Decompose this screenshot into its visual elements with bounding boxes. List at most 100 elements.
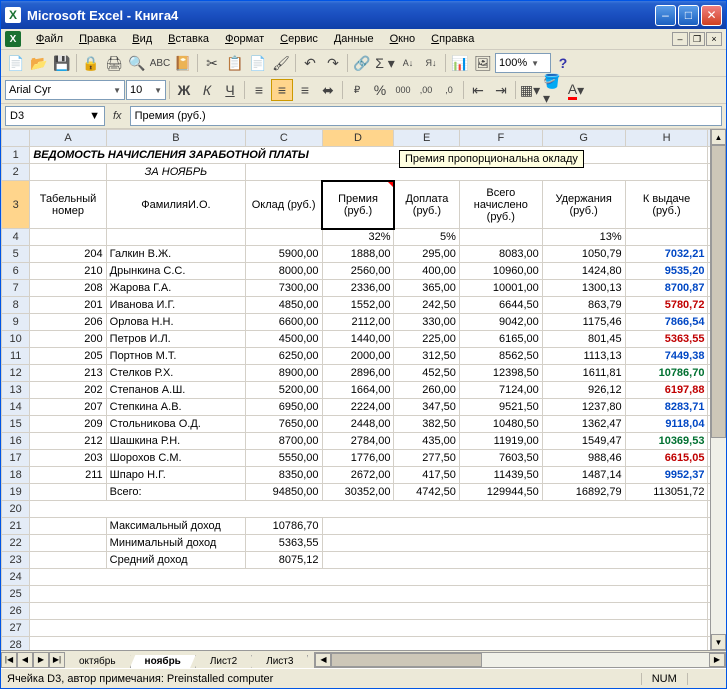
row-header-16[interactable]: 16 bbox=[2, 433, 30, 450]
row-header-11[interactable]: 11 bbox=[2, 348, 30, 365]
menu-вид[interactable]: Вид bbox=[125, 31, 159, 47]
tabnum[interactable]: 209 bbox=[30, 416, 106, 433]
vertical-scrollbar[interactable]: ▲ ▼ bbox=[710, 129, 726, 650]
percent-button[interactable]: % bbox=[369, 79, 391, 101]
header-E[interactable]: Доплата (руб.) bbox=[394, 181, 459, 229]
row-header-5[interactable]: 5 bbox=[2, 246, 30, 263]
scroll-left-button[interactable]: ◀ bbox=[315, 653, 331, 667]
row-header-17[interactable]: 17 bbox=[2, 450, 30, 467]
currency-button[interactable]: ₽ bbox=[346, 79, 368, 101]
col-header-G[interactable]: G bbox=[542, 130, 625, 147]
mdi-close[interactable]: × bbox=[706, 32, 722, 46]
font-size-combo[interactable]: 10▼ bbox=[126, 80, 166, 100]
align-left-button[interactable]: ≡ bbox=[248, 79, 270, 101]
header-C[interactable]: Оклад (руб.) bbox=[246, 181, 322, 229]
menu-вставка[interactable]: Вставка bbox=[161, 31, 216, 47]
research-button[interactable]: 📔 bbox=[172, 52, 194, 74]
preview-button[interactable]: 🔍 bbox=[126, 52, 148, 74]
menu-сервис[interactable]: Сервис bbox=[273, 31, 325, 47]
help-button[interactable]: ? bbox=[552, 52, 574, 74]
underline-button[interactable]: Ч bbox=[219, 79, 241, 101]
col-header-B[interactable]: B bbox=[106, 130, 246, 147]
row-header-12[interactable]: 12 bbox=[2, 365, 30, 382]
row-header-23[interactable]: 23 bbox=[2, 552, 30, 569]
menu-справка[interactable]: Справка bbox=[424, 31, 481, 47]
inc-decimal-button[interactable]: ,00 bbox=[415, 79, 437, 101]
scroll-down-button[interactable]: ▼ bbox=[711, 634, 726, 650]
hscroll-thumb[interactable] bbox=[331, 653, 482, 667]
row-header-19[interactable]: 19 bbox=[2, 484, 30, 501]
tab-last-button[interactable]: ▶| bbox=[49, 652, 65, 668]
col-header-D[interactable]: D bbox=[322, 130, 394, 147]
tabnum[interactable]: 207 bbox=[30, 399, 106, 416]
mdi-restore[interactable]: ❐ bbox=[689, 32, 705, 46]
menu-правка[interactable]: Правка bbox=[72, 31, 123, 47]
row-header-6[interactable]: 6 bbox=[2, 263, 30, 280]
row-header-8[interactable]: 8 bbox=[2, 297, 30, 314]
row-header-20[interactable]: 20 bbox=[2, 501, 30, 518]
col-header-H[interactable]: H bbox=[625, 130, 708, 147]
spelling-button[interactable]: ABC bbox=[149, 52, 171, 74]
fio[interactable]: Портнов М.Т. bbox=[106, 348, 246, 365]
cut-button[interactable]: ✂ bbox=[201, 52, 223, 74]
new-button[interactable]: 📄 bbox=[5, 52, 27, 74]
close-button[interactable]: ✕ bbox=[701, 5, 722, 26]
sheet-tab-октябрь[interactable]: октябрь bbox=[64, 655, 131, 669]
formula-bar[interactable]: Премия (руб.) bbox=[130, 106, 722, 126]
drawing-button[interactable]: 🖼 bbox=[472, 52, 494, 74]
tabnum[interactable]: 202 bbox=[30, 382, 106, 399]
tabnum[interactable]: 213 bbox=[30, 365, 106, 382]
sheet-tab-Лист2[interactable]: Лист2 bbox=[195, 655, 252, 669]
select-all[interactable] bbox=[2, 130, 30, 147]
minimize-button[interactable]: – bbox=[655, 5, 676, 26]
tabnum[interactable]: 200 bbox=[30, 331, 106, 348]
italic-button[interactable]: К bbox=[196, 79, 218, 101]
scroll-right-button[interactable]: ▶ bbox=[709, 653, 725, 667]
font-name-combo[interactable]: Arial Cyr▼ bbox=[5, 80, 125, 100]
col-header-F[interactable]: F bbox=[459, 130, 542, 147]
tabnum[interactable]: 208 bbox=[30, 280, 106, 297]
fio[interactable]: Степкина А.В. bbox=[106, 399, 246, 416]
tabnum[interactable]: 211 bbox=[30, 467, 106, 484]
tabnum[interactable]: 201 bbox=[30, 297, 106, 314]
format-painter-button[interactable]: 🖌 bbox=[270, 52, 292, 74]
menu-данные[interactable]: Данные bbox=[327, 31, 381, 47]
bold-button[interactable]: Ж bbox=[173, 79, 195, 101]
row-header-2[interactable]: 2 bbox=[2, 164, 30, 181]
tabnum[interactable]: 206 bbox=[30, 314, 106, 331]
row-header-7[interactable]: 7 bbox=[2, 280, 30, 297]
row-header-27[interactable]: 27 bbox=[2, 620, 30, 637]
header-H[interactable]: К выдаче (руб.) bbox=[625, 181, 708, 229]
dec-indent-button[interactable]: ⇤ bbox=[467, 79, 489, 101]
fio[interactable]: Шорохов С.М. bbox=[106, 450, 246, 467]
mdi-minimize[interactable]: – bbox=[672, 32, 688, 46]
row-header-14[interactable]: 14 bbox=[2, 399, 30, 416]
row-header-15[interactable]: 15 bbox=[2, 416, 30, 433]
fio[interactable]: Стелков Р.Х. bbox=[106, 365, 246, 382]
row-header-26[interactable]: 26 bbox=[2, 603, 30, 620]
borders-button[interactable]: ▦▾ bbox=[519, 79, 541, 101]
maximize-button[interactable]: □ bbox=[678, 5, 699, 26]
sheet-tab-Лист3[interactable]: Лист3 bbox=[251, 655, 308, 669]
fio[interactable]: Стольникова О.Д. bbox=[106, 416, 246, 433]
sort-desc-button[interactable]: Я↓ bbox=[420, 52, 442, 74]
inc-indent-button[interactable]: ⇥ bbox=[490, 79, 512, 101]
tabnum[interactable]: 203 bbox=[30, 450, 106, 467]
header-D[interactable]: Премия (руб.) bbox=[322, 181, 394, 229]
fio[interactable]: Иванова И.Г. bbox=[106, 297, 246, 314]
comma-button[interactable]: 000 bbox=[392, 79, 414, 101]
fio[interactable]: Жарова Г.А. bbox=[106, 280, 246, 297]
sheet-tab-ноябрь[interactable]: ноябрь bbox=[130, 655, 196, 669]
fio[interactable]: Шашкина Р.Н. bbox=[106, 433, 246, 450]
print-button[interactable]: 🖨 bbox=[103, 52, 125, 74]
vscroll-thumb[interactable] bbox=[711, 145, 726, 438]
scroll-up-button[interactable]: ▲ bbox=[711, 129, 726, 145]
zoom-combo[interactable]: 100%▼ bbox=[495, 53, 551, 73]
subtitle-cell[interactable]: ЗА НОЯБРЬ bbox=[106, 164, 246, 181]
fio[interactable]: Петров И.Л. bbox=[106, 331, 246, 348]
tabnum[interactable]: 205 bbox=[30, 348, 106, 365]
sort-asc-button[interactable]: А↓ bbox=[397, 52, 419, 74]
name-box[interactable]: D3▼ bbox=[5, 106, 105, 126]
row-header-24[interactable]: 24 bbox=[2, 569, 30, 586]
row-header-13[interactable]: 13 bbox=[2, 382, 30, 399]
